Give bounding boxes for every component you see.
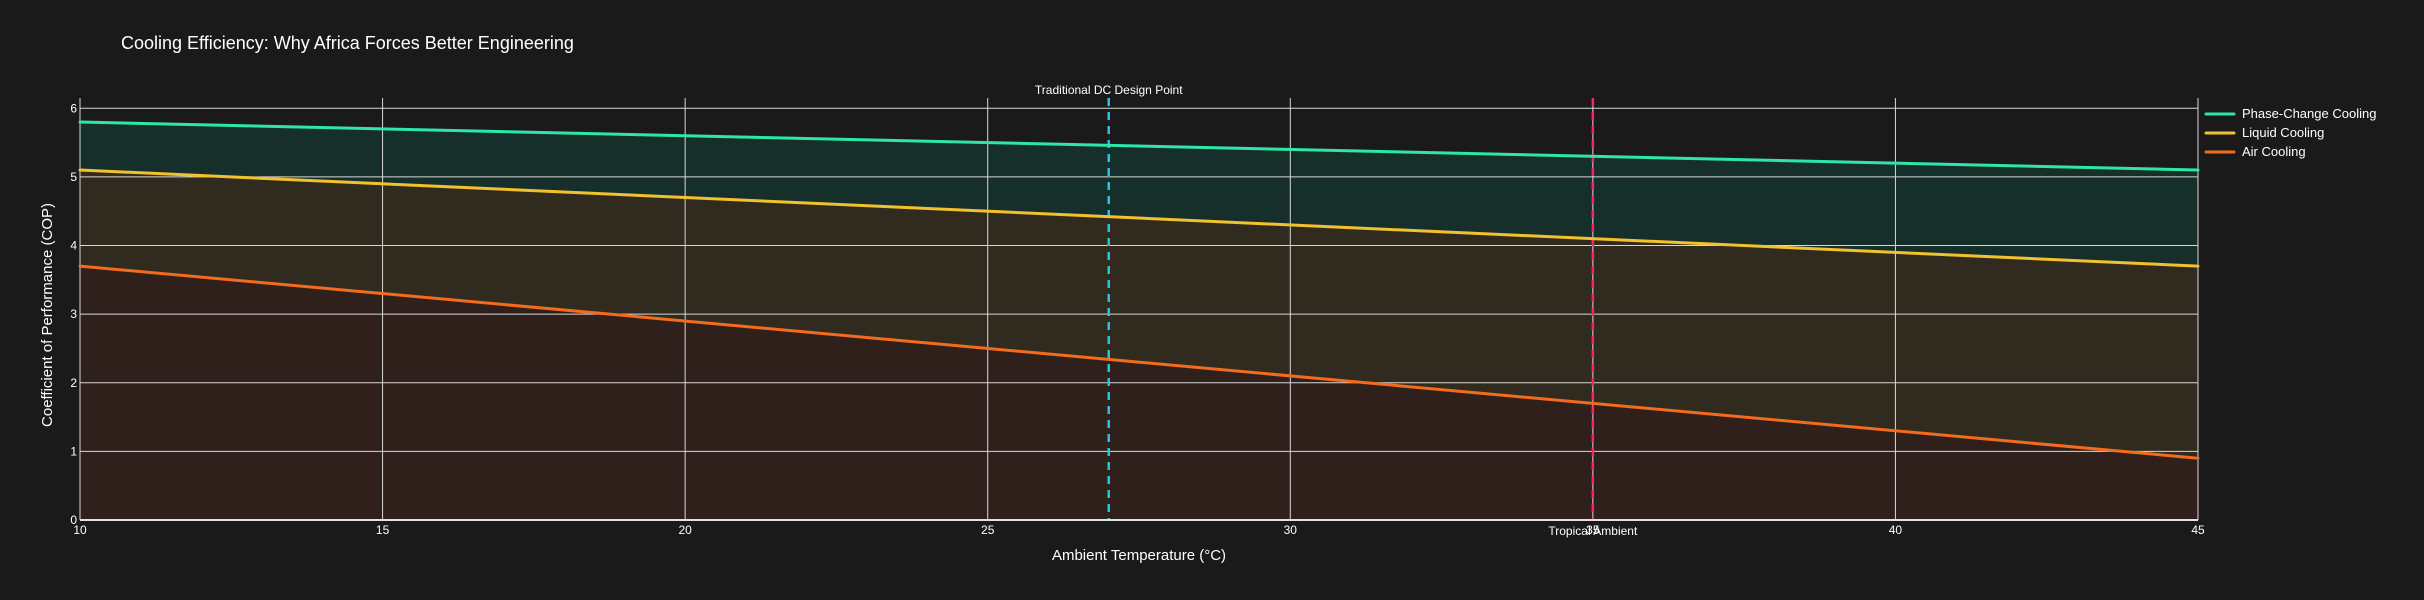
y-tick-label-4: 4 (70, 239, 77, 253)
y-tick-label-2: 2 (70, 376, 77, 390)
legend-label-2: Air Cooling (2242, 144, 2306, 159)
series-lines (78, 120, 2200, 460)
reference-lines: Traditional DC Design Point Tropical Ambi… (1035, 83, 1638, 538)
legend-label-0: Phase-Change Cooling (2242, 106, 2376, 121)
x-axis-title: Ambient Temperature (°C) (1052, 547, 1226, 564)
series-fill-2 (80, 266, 2198, 520)
x-tick-label-3: 25 (981, 523, 995, 537)
y-tick-label-3: 3 (70, 307, 77, 321)
legend: Phase-Change Cooling Liquid Cooling Air Co… (2204, 106, 2376, 159)
chart-title: Cooling Efficiency: Why Africa Forces Be… (121, 33, 574, 53)
series-line-0 (78, 120, 2200, 172)
reference-line-label-1: Tropical Ambient (1548, 524, 1638, 538)
y-tick-labels: 0 1 2 3 4 5 6 (70, 101, 77, 527)
x-tick-labels: 10 15 20 25 30 35 40 45 (73, 523, 2205, 537)
x-tick-label-4: 30 (1284, 523, 1298, 537)
x-tick-label-2: 20 (678, 523, 692, 537)
reference-line-label-0: Traditional DC Design Point (1035, 83, 1183, 97)
x-tick-label-6: 40 (1889, 523, 1903, 537)
y-axis-title: Coefficient of Performance (COP) (39, 203, 56, 427)
x-tick-label-7: 45 (2191, 523, 2205, 537)
y-tick-label-1: 1 (70, 444, 77, 458)
x-tick-label-1: 15 (376, 523, 390, 537)
y-tick-label-0: 0 (70, 513, 77, 527)
x-tick-label-0: 10 (73, 523, 87, 537)
series-line-2 (78, 264, 2200, 460)
series-line-1 (78, 168, 2200, 268)
y-tick-label-6: 6 (70, 101, 77, 115)
legend-label-1: Liquid Cooling (2242, 125, 2324, 140)
y-tick-label-5: 5 (70, 170, 77, 184)
x-tick-label-5: 35 (1586, 523, 1600, 537)
series-fills (80, 122, 2198, 521)
